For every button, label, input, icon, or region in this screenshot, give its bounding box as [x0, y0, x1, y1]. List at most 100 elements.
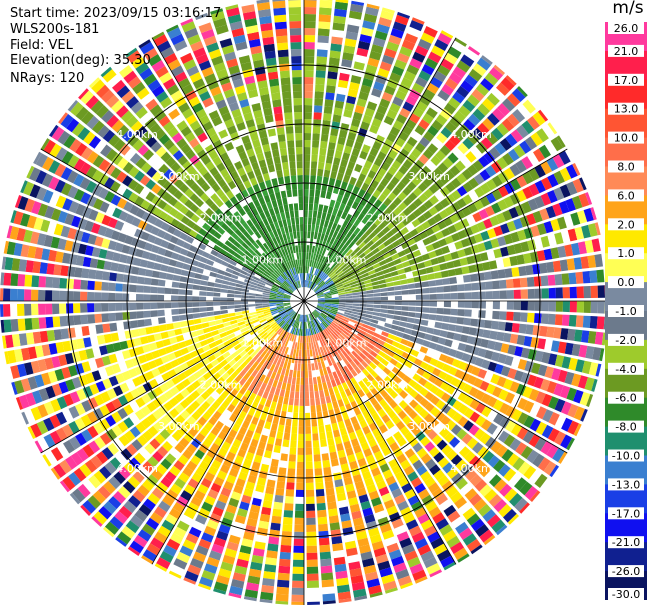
velocity-gate — [374, 208, 383, 217]
velocity-gate — [338, 302, 346, 305]
velocity-gate — [294, 320, 298, 328]
velocity-gate — [548, 412, 560, 426]
velocity-gate — [234, 176, 243, 186]
velocity-gate — [412, 249, 422, 258]
velocity-gate — [367, 185, 376, 195]
velocity-gate — [164, 345, 174, 354]
velocity-gate — [266, 327, 273, 334]
velocity-gate — [417, 331, 426, 339]
velocity-gate — [292, 412, 299, 420]
velocity-gate — [57, 130, 71, 145]
velocity-gate — [277, 258, 283, 266]
velocity-gate — [344, 347, 351, 355]
velocity-gate — [274, 163, 282, 171]
velocity-gate — [407, 212, 417, 222]
velocity-gate — [228, 429, 238, 439]
velocity-gate — [220, 381, 230, 390]
velocity-gate — [346, 222, 353, 231]
velocity-gate — [369, 273, 377, 279]
velocity-gate — [118, 434, 130, 447]
velocity-gate — [440, 392, 451, 403]
velocity-gate — [574, 226, 585, 240]
velocity-gate — [258, 159, 267, 168]
velocity-gate — [350, 254, 358, 261]
velocity-gate — [325, 299, 332, 301]
velocity-gate — [386, 505, 398, 516]
velocity-gate — [199, 91, 211, 102]
velocity-gate — [333, 339, 340, 346]
velocity-gate — [468, 177, 479, 189]
velocity-gate — [526, 276, 535, 287]
velocity-gate — [317, 516, 328, 525]
velocity-gate — [220, 309, 228, 315]
velocity-gate — [265, 179, 272, 188]
velocity-gate — [111, 153, 123, 166]
velocity-gate — [354, 347, 362, 355]
velocity-gate — [296, 475, 304, 483]
velocity-gate — [412, 208, 422, 218]
velocity-gate — [194, 490, 206, 501]
velocity-gate — [232, 438, 242, 449]
velocity-gate — [159, 324, 168, 332]
velocity-gate — [194, 233, 204, 242]
velocity-gate — [30, 406, 42, 421]
velocity-gate — [277, 395, 284, 404]
velocity-gate — [368, 195, 377, 204]
velocity-gate — [87, 303, 95, 313]
velocity-gate — [283, 432, 291, 441]
velocity-gate — [61, 182, 72, 196]
velocity-gate — [80, 291, 88, 301]
velocity-gate — [74, 267, 83, 278]
velocity-gate — [312, 311, 319, 318]
velocity-gate — [372, 285, 380, 290]
velocity-gate — [227, 297, 235, 301]
velocity-gate — [368, 326, 376, 332]
velocity-gate — [511, 323, 520, 333]
velocity-gate — [287, 309, 294, 316]
velocity-gate — [109, 516, 124, 530]
velocity-gate — [339, 274, 347, 280]
velocity-gate — [321, 453, 330, 461]
velocity-gate — [272, 99, 282, 108]
velocity-gate — [379, 567, 393, 578]
velocity-gate — [339, 506, 350, 515]
velocity-gate — [228, 316, 237, 321]
velocity-gate — [219, 359, 228, 368]
velocity-gate — [112, 342, 122, 352]
velocity-gate — [157, 199, 168, 210]
velocity-gate — [365, 210, 374, 219]
velocity-gate — [224, 218, 233, 227]
velocity-gate — [342, 396, 350, 406]
velocity-gate — [293, 98, 302, 106]
velocity-gate — [199, 460, 210, 471]
velocity-gate — [206, 42, 220, 53]
velocity-gate — [282, 322, 288, 330]
velocity-gate — [213, 231, 222, 240]
velocity-gate — [298, 252, 302, 260]
velocity-gate — [115, 302, 123, 311]
velocity-gate — [200, 213, 210, 222]
velocity-gate — [369, 243, 378, 251]
velocity-gate — [397, 370, 406, 380]
velocity-gate — [304, 154, 311, 162]
velocity-gate — [316, 306, 324, 311]
velocity-gate — [373, 503, 385, 514]
velocity-gate — [480, 137, 493, 150]
velocity-gate — [226, 7, 240, 17]
velocity-gate — [127, 134, 139, 147]
velocity-gate — [298, 203, 303, 211]
velocity-gate — [110, 262, 119, 272]
velocity-gate — [294, 126, 303, 134]
velocity-gate — [26, 165, 35, 179]
velocity-gate — [142, 479, 155, 492]
velocity-gate — [468, 327, 477, 336]
velocity-gate — [116, 171, 128, 183]
velocity-gate — [156, 557, 171, 570]
velocity-gate — [312, 319, 317, 327]
velocity-gate — [315, 77, 326, 85]
velocity-gate — [498, 185, 509, 198]
velocity-gate — [437, 337, 446, 345]
velocity-gate — [208, 150, 219, 161]
velocity-gate — [142, 344, 151, 353]
velocity-gate — [558, 150, 571, 165]
